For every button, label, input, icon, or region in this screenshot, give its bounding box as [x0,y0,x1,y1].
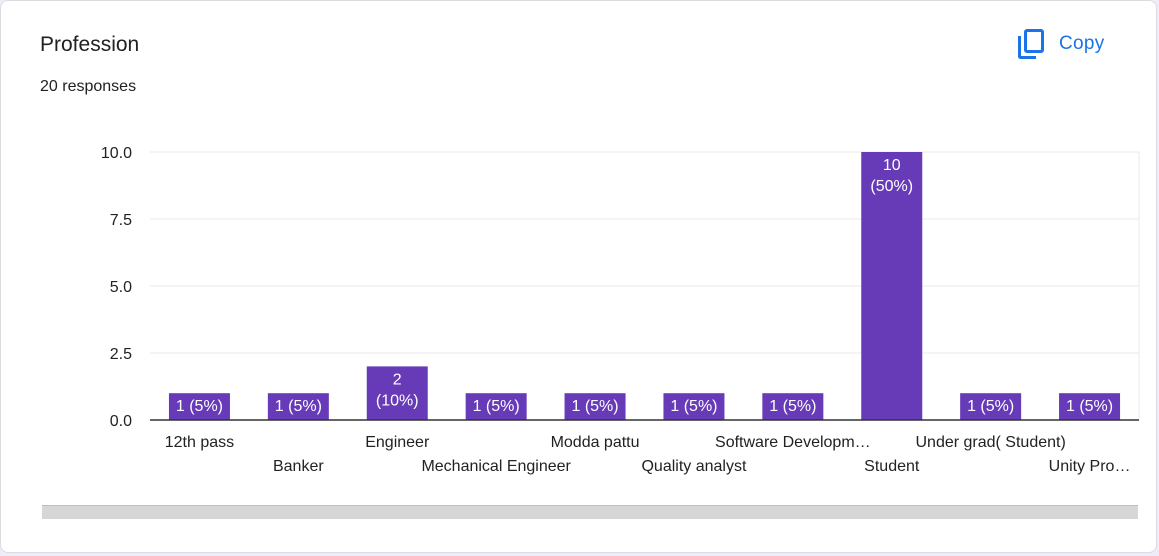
x-category-label: Under grad( Student) [915,434,1065,451]
bar [960,393,1022,420]
x-category-label: Software Developm… [715,434,871,451]
bar-value-label: 1 (5%) [275,398,322,415]
bar [1059,393,1121,420]
x-category-label: Quality analyst [641,458,746,475]
bar [168,393,230,420]
y-tick-label: 10.0 [101,145,132,162]
bar [564,393,626,420]
bar-value-label: 1 (5%) [967,398,1014,415]
copy-button[interactable]: Copy [1009,23,1127,65]
bar-value-label: 1 (5%) [176,398,223,415]
bar-value-label: 1 (5%) [1066,398,1113,415]
chart-title: Profession [40,33,140,56]
bar [861,152,923,420]
bar-value-label: (10%) [376,392,419,409]
x-category-label: Engineer [365,434,430,451]
bar [366,366,428,420]
y-tick-label: 0.0 [110,413,132,430]
copy-icon [1018,29,1044,59]
x-category-label: Banker [273,458,324,475]
horizontal-scrollbar[interactable] [42,505,1138,519]
bar-value-label: (50%) [870,178,913,195]
bar [663,393,725,420]
bar-value-label: 1 (5%) [769,398,816,415]
y-tick-label: 7.5 [110,212,132,229]
response-count: 20 responses [40,78,137,95]
x-category-label: Unity Pro… [1049,458,1131,475]
x-category-label: 12th pass [165,434,234,451]
bar [267,393,329,420]
x-category-label: Mechanical Engineer [421,458,571,475]
bar-value-label: 2 [393,371,402,388]
y-tick-label: 5.0 [110,279,132,296]
bar [465,393,527,420]
bar-chart: 0.0 2.5 5.0 7.5 10.0 1 (5%) 12th pass 1 (5%) Ban… [101,145,1140,475]
bar-value-label: 1 (5%) [571,398,618,415]
bar-value-label: 1 (5%) [473,398,520,415]
bar-value-label: 10 [883,157,901,174]
bar [762,393,824,420]
x-category-label: Modda pattu [551,434,640,451]
bar-value-label: 1 (5%) [670,398,717,415]
y-tick-label: 2.5 [110,346,132,363]
copy-label: Copy [1059,33,1105,54]
x-category-label: Student [864,458,920,475]
